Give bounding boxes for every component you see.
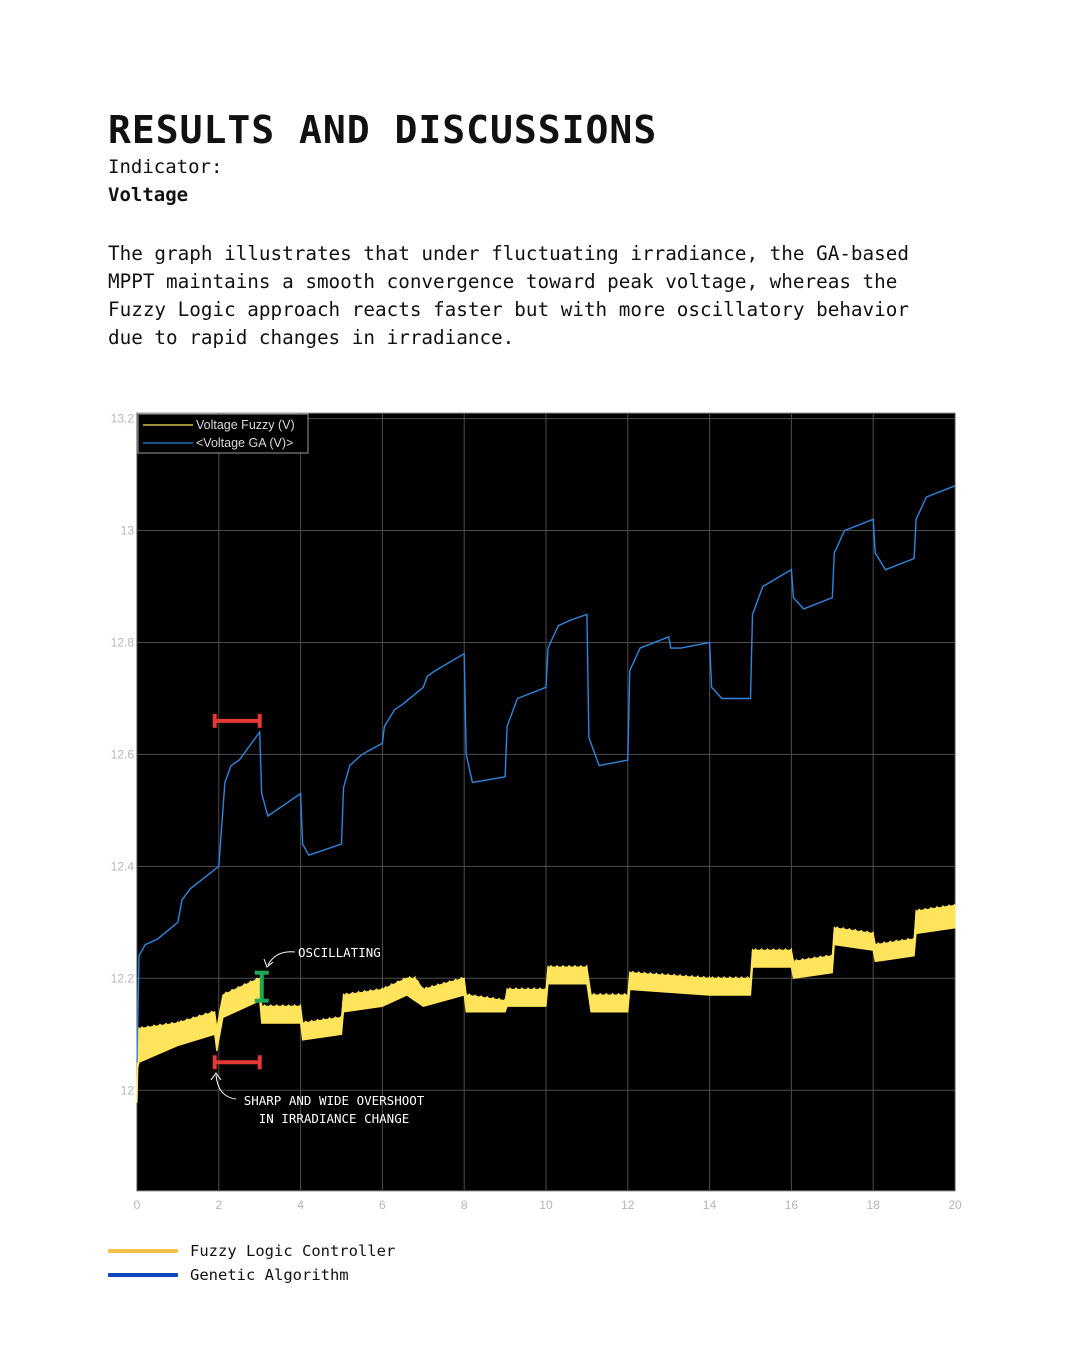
chart-legend: Voltage Fuzzy (V) <Voltage GA (V)> xyxy=(137,413,309,454)
voltage-chart: 0 2 4 6 8 10 12 14 16 18 20 12 12.2 12.4 12.6 12.8 13 13.… xyxy=(111,412,962,1212)
annotation-layer: OSCILLATING SHARP AND WIDE OVERSHOOT IN IR… xyxy=(210,945,425,1126)
indicator-label: Indicator: xyxy=(108,156,223,178)
y-tick-label: 13 xyxy=(121,524,135,538)
y-tick-label: 12 xyxy=(121,1083,135,1097)
x-tick-label: 6 xyxy=(379,1198,386,1212)
series-fuzzy-band xyxy=(136,904,956,1102)
legend-swatch-ga xyxy=(108,1273,178,1277)
y-tick-label: 12.6 xyxy=(111,747,135,761)
page-title: RESULTS AND DISCUSSIONS xyxy=(108,108,658,152)
axis-layer: 0 2 4 6 8 10 12 14 16 18 20 12 12.2 12.4 12.6 12.8 13 13.… xyxy=(111,412,962,1212)
y-tick-label: 12.4 xyxy=(111,859,135,873)
x-tick-label: 10 xyxy=(539,1198,553,1212)
description-paragraph: The graph illustrates that under fluctua… xyxy=(108,242,909,349)
annotation-overshoot-line: IN IRRADIANCE CHANGE xyxy=(259,1111,410,1126)
indicator-block: Indicator: Voltage xyxy=(108,153,222,209)
x-tick-label: 0 xyxy=(134,1198,141,1212)
legend-item-ga: Genetic Algorithm xyxy=(108,1266,349,1284)
series-layer xyxy=(136,485,956,1103)
legend-label-fuzzy: Voltage Fuzzy (V) xyxy=(196,418,295,432)
legend-label-ga: <Voltage GA (V)> xyxy=(196,436,293,450)
y-tick-label: 12.8 xyxy=(111,635,135,649)
legend-label-ga: Genetic Algorithm xyxy=(190,1266,349,1284)
x-tick-label: 20 xyxy=(948,1198,962,1212)
legend-swatch-fuzzy xyxy=(108,1249,178,1253)
annotation-oscillating: OSCILLATING xyxy=(298,945,381,960)
legend-box xyxy=(137,413,309,454)
x-tick-label: 12 xyxy=(621,1198,635,1212)
indicator-value: Voltage xyxy=(108,184,189,206)
series-fuzzy-ripple xyxy=(136,903,956,1103)
legend-label-fuzzy: Fuzzy Logic Controller xyxy=(190,1242,396,1260)
x-tick-label: 4 xyxy=(297,1198,304,1212)
series-ga-line xyxy=(136,485,956,1063)
x-tick-label: 2 xyxy=(215,1198,222,1212)
annotation-arrowhead-oscillating xyxy=(263,958,274,968)
x-tick-label: 8 xyxy=(461,1198,468,1212)
annotation-overshoot-line: SHARP AND WIDE OVERSHOOT xyxy=(244,1093,425,1108)
annotation-arrowhead-overshoot xyxy=(210,1072,222,1081)
legend-item-fuzzy: Fuzzy Logic Controller xyxy=(108,1242,395,1260)
x-tick-label: 14 xyxy=(703,1198,717,1212)
annotation-arrow-oscillating xyxy=(267,951,296,966)
marker-layer xyxy=(212,713,269,1070)
y-tick-label: 12.2 xyxy=(111,971,135,985)
annotation-arrow-overshoot xyxy=(215,1074,237,1100)
y-tick-label: 13.2 xyxy=(111,412,135,426)
x-tick-label: 18 xyxy=(867,1198,881,1212)
x-tick-label: 16 xyxy=(785,1198,799,1212)
